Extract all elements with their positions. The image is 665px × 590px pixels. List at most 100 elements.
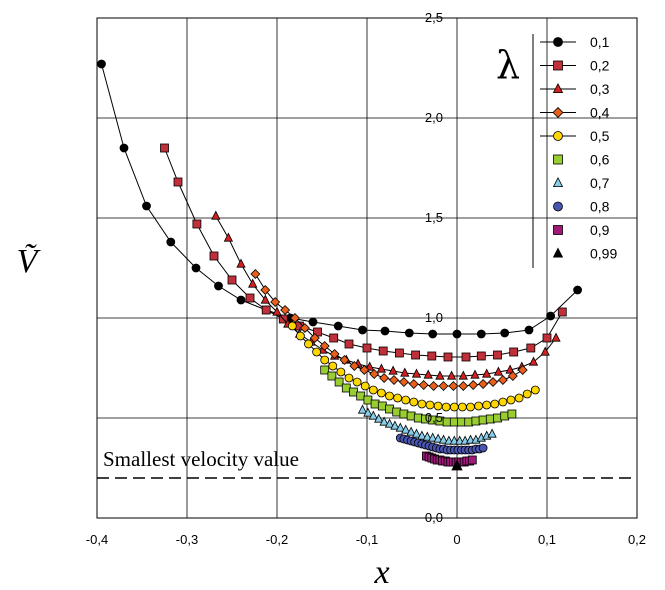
data-point	[505, 364, 515, 374]
y-tick-label: 2,0	[425, 110, 443, 125]
data-point	[433, 433, 443, 443]
data-point	[359, 365, 370, 375]
data-point	[333, 321, 343, 331]
data-point	[438, 381, 449, 391]
legend-title: λ	[496, 43, 520, 87]
data-point	[466, 402, 475, 412]
legend-marker	[552, 106, 564, 119]
data-point	[468, 380, 479, 390]
data-point	[369, 369, 380, 379]
data-point	[500, 328, 510, 338]
data-point	[441, 402, 451, 412]
data-point	[400, 367, 410, 377]
data-point	[506, 395, 516, 405]
data-point	[478, 379, 489, 389]
legend-item: 0,9	[553, 222, 610, 238]
data-point	[280, 305, 291, 315]
data-point	[448, 381, 459, 391]
legend-item: 0,99	[552, 246, 617, 262]
data-point	[476, 351, 486, 361]
legend-label: 0,8	[590, 199, 610, 215]
data-point	[329, 333, 339, 343]
data-point	[451, 459, 463, 471]
legend-label: 0,4	[590, 105, 610, 121]
data-point	[443, 352, 453, 362]
data-point	[557, 307, 567, 317]
data-point	[248, 278, 258, 288]
legend-marker	[553, 37, 563, 47]
data-point	[417, 399, 427, 409]
data-point	[449, 417, 459, 427]
data-point	[223, 232, 234, 242]
data-point	[401, 424, 411, 434]
data-point	[428, 329, 438, 339]
series-0-6	[320, 365, 517, 427]
data-point	[384, 418, 395, 428]
data-point	[485, 414, 495, 424]
legend-label: 0,6	[590, 152, 610, 168]
data-point	[270, 297, 281, 307]
data-point	[388, 365, 398, 375]
data-point	[458, 370, 468, 380]
data-point	[191, 263, 201, 273]
data-point	[211, 210, 221, 220]
data-point	[551, 332, 561, 342]
data-point	[368, 385, 378, 395]
y-tick-label: 1,5	[425, 210, 443, 225]
data-point	[530, 385, 540, 395]
data-point	[304, 339, 313, 349]
legend-label: 0,1	[590, 34, 610, 50]
data-point	[236, 295, 246, 305]
legend-item: 0,6	[553, 152, 610, 168]
data-point	[522, 389, 532, 399]
data-point	[457, 417, 466, 427]
data-point	[482, 400, 492, 410]
data-point	[385, 391, 394, 401]
data-point	[438, 434, 449, 444]
legend-marker	[552, 176, 564, 188]
legend-label: 0,3	[590, 81, 610, 97]
data-point	[272, 306, 282, 316]
data-point	[425, 400, 435, 410]
data-point	[573, 285, 582, 295]
x-tick-label: -0,2	[266, 532, 288, 547]
data-point	[411, 350, 421, 360]
series-0-99	[451, 459, 463, 471]
data-point	[389, 375, 399, 385]
data-point	[308, 317, 318, 327]
data-point	[227, 275, 237, 285]
x-tick-label: -0,3	[176, 532, 198, 547]
data-point	[393, 393, 403, 403]
data-point	[482, 368, 492, 378]
data-point	[358, 325, 367, 335]
data-point	[378, 346, 388, 356]
data-point	[236, 258, 246, 268]
data-point	[349, 361, 360, 371]
data-point	[409, 397, 419, 407]
data-point	[376, 363, 387, 373]
data-point	[493, 366, 504, 376]
data-point	[423, 369, 433, 379]
legend-marker	[553, 201, 563, 212]
data-point	[471, 416, 481, 426]
data-point	[295, 331, 305, 341]
data-point	[360, 381, 370, 391]
legend-label: 0,9	[590, 222, 610, 238]
data-point	[250, 269, 261, 279]
legend-marker	[552, 82, 564, 93]
data-point	[394, 348, 404, 358]
data-point	[379, 373, 390, 383]
data-point	[488, 377, 498, 387]
data-point	[376, 388, 386, 398]
x-axis-label: x	[373, 554, 389, 590]
data-point	[287, 321, 297, 331]
data-point	[312, 347, 322, 357]
data-point	[509, 347, 519, 357]
data-point	[166, 237, 176, 247]
data-point	[357, 404, 368, 414]
data-point	[209, 251, 219, 261]
data-point	[498, 397, 508, 407]
data-point	[377, 401, 387, 411]
legend-item: 0,5	[540, 128, 610, 144]
